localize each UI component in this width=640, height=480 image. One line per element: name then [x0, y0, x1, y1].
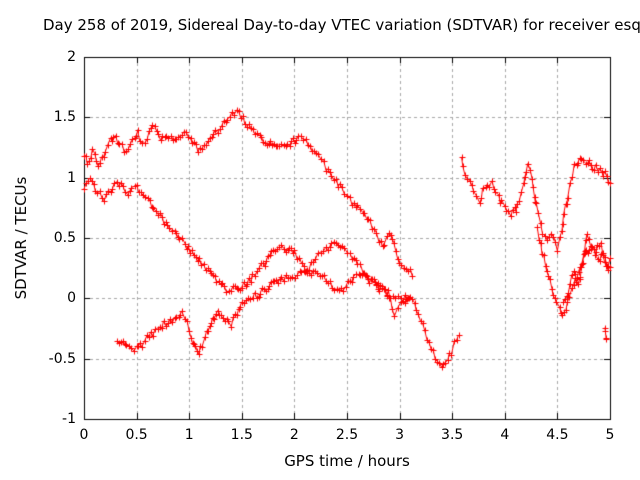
y-tick-label: -1 — [62, 411, 76, 427]
x-tick-label: 2 — [289, 427, 299, 443]
y-tick-label: 1.5 — [53, 109, 76, 126]
y-tick-label: 0 — [67, 290, 76, 307]
y-tick-label: 0.5 — [53, 230, 76, 246]
y-tick-label: 1 — [67, 169, 76, 186]
x-tick-label: 3 — [395, 427, 405, 443]
chart-title: Day 258 of 2019, Sidereal Day-to-day VTE… — [43, 16, 640, 34]
y-tick-label: 2 — [67, 49, 76, 65]
x-tick-label: 3.5 — [441, 427, 464, 443]
x-tick-label: 0 — [79, 427, 89, 443]
x-axis-title: GPS time / hours — [284, 452, 410, 470]
x-tick-label: 5 — [605, 427, 615, 443]
x-tick-label: 4 — [500, 427, 510, 443]
y-tick-label: -0.5 — [48, 350, 76, 367]
x-tick-label: 1 — [184, 427, 194, 443]
x-tick-label: 0.5 — [125, 427, 148, 443]
x-tick-label: 1.5 — [230, 427, 253, 443]
x-tick-label: 4.5 — [546, 427, 569, 443]
x-tick-label: 2.5 — [335, 427, 359, 443]
